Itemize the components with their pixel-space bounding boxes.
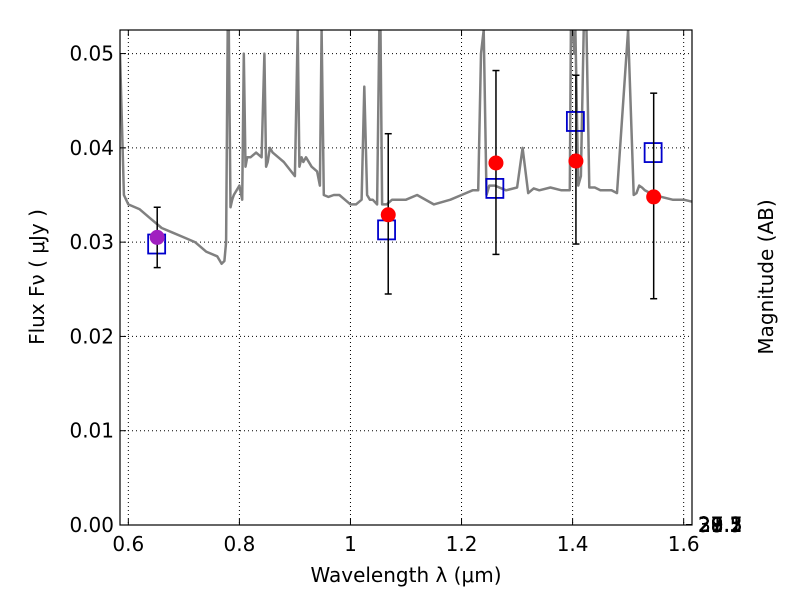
x-tick-label: 0.8 [223, 532, 255, 556]
plot-background [120, 30, 692, 525]
plot-frame [119, 29, 693, 526]
right-tick-label: 27.1 [698, 513, 743, 537]
x-tick-label: 1.6 [668, 532, 700, 556]
y-tick-label: 0.04 [69, 136, 114, 160]
right-tick-label: 28 [698, 513, 723, 537]
flux-point [488, 155, 504, 171]
right-tick-label: 27.7 [698, 513, 743, 537]
y-tick-label: 0.02 [69, 324, 114, 348]
right-tick-label: 27.5 [698, 513, 743, 537]
flux-point [646, 189, 662, 205]
x-tick-label: 1.2 [446, 532, 478, 556]
right-tick-label: 30 [698, 513, 723, 537]
model-point-square [485, 177, 505, 199]
y-axis-title: Flux Fν ( μJy ) [25, 209, 49, 345]
right-axis-title: Magnitude (AB) [754, 199, 778, 354]
x-tick-label: 1 [344, 532, 357, 556]
x-axis-title: Wavelength λ (μm) [310, 563, 501, 587]
y-tick-label: 0.03 [69, 230, 114, 254]
y-tick-label: 0.00 [69, 513, 114, 537]
y-tick-label: 0.01 [69, 419, 114, 443]
flux-point [568, 153, 584, 169]
flux-point [149, 229, 165, 245]
errorbar-layer [149, 69, 662, 300]
flux-point [380, 207, 396, 223]
spectrum-line [120, 30, 692, 266]
right-tick-label: 28.5 [698, 513, 743, 537]
right-tick-label: 29.5 [698, 513, 743, 537]
y-tick-label: 0.05 [69, 42, 114, 66]
x-tick-label: 1.4 [557, 532, 589, 556]
right-tick-label: 28.2 [698, 513, 743, 537]
right-tick-label: 31 [698, 513, 723, 537]
tick-layer: 0.6 0.8 1 1.2 1.4 1.6 0.00 0.01 0.02 0.03 0.04 0.05… [69, 30, 743, 556]
x-tick-label: 0.6 [112, 532, 144, 556]
right-tick-label: 27.3 [698, 513, 743, 537]
right-tick-label: 29 [698, 513, 723, 537]
